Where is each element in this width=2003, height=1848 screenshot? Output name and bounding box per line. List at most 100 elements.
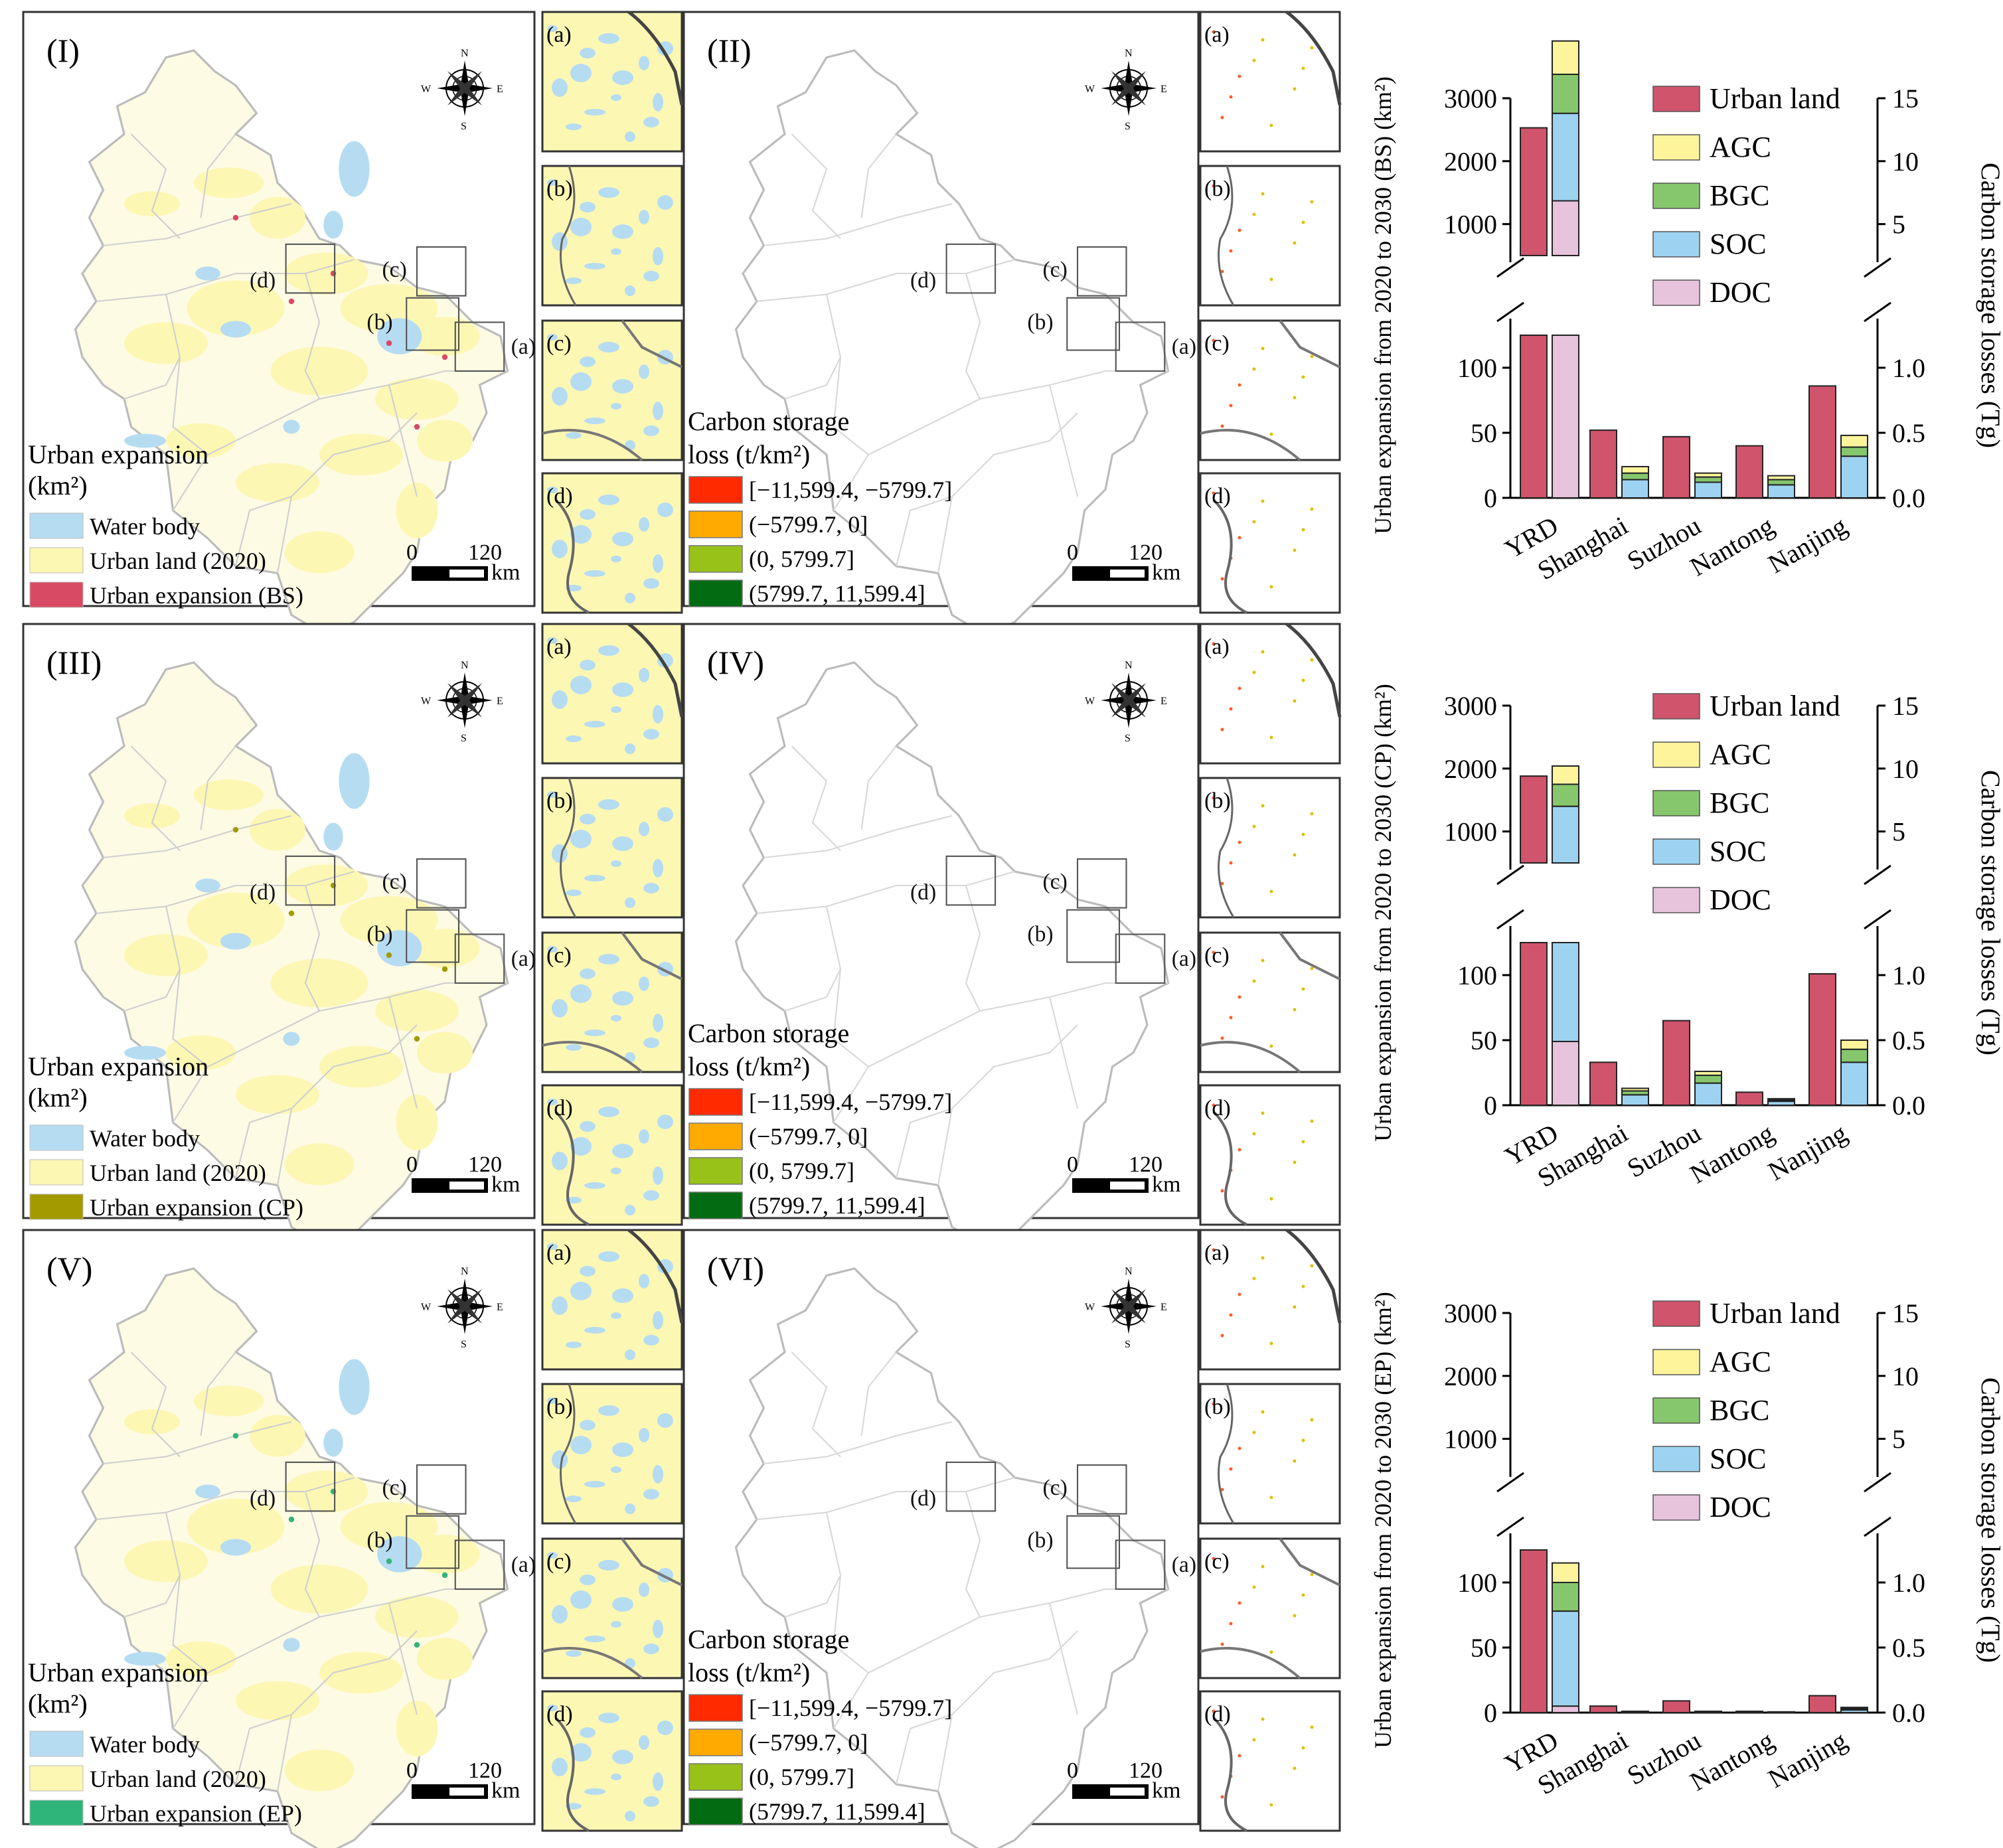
legend-item-label: Urban land (2020) bbox=[90, 1160, 266, 1186]
inset-water-patch bbox=[639, 976, 649, 991]
inset-water-patch bbox=[566, 277, 582, 284]
inset-loss-dot bbox=[1310, 354, 1314, 358]
legend-swatch bbox=[1652, 279, 1700, 306]
scalebar-unit: km bbox=[491, 1172, 520, 1197]
compass-n: N bbox=[1125, 1266, 1133, 1277]
inset-water-patch bbox=[625, 1811, 635, 1821]
inset-loss-dot bbox=[1261, 499, 1265, 503]
inset-water-patch bbox=[653, 1620, 663, 1638]
axis-break-mark bbox=[1496, 1472, 1524, 1493]
bar-bgc-nanjing bbox=[1840, 1048, 1868, 1063]
scalebar-gap bbox=[449, 570, 484, 578]
y2-tick-label: 0.5 bbox=[1892, 1026, 1925, 1055]
inset-water-patch bbox=[643, 1038, 659, 1048]
y-axis-title: Urban expansion from 2020 to 2030 (CP) (… bbox=[1370, 684, 1396, 1142]
urban-expansion-dot bbox=[386, 952, 392, 959]
y-tick-label: 1000 bbox=[1444, 1424, 1497, 1454]
bar-urban-land-suzhou bbox=[1662, 435, 1690, 499]
inset-loss-dot bbox=[1238, 1446, 1242, 1450]
urban-expansion-dot bbox=[414, 424, 420, 430]
inset-loss-dot bbox=[1293, 241, 1297, 245]
legend-label: AGC bbox=[1710, 131, 1771, 163]
inset-loss-dot bbox=[1301, 1746, 1305, 1750]
inset-frame bbox=[1199, 319, 1341, 461]
inset-water-patch bbox=[639, 668, 649, 682]
urban-expansion-dot bbox=[414, 1642, 420, 1648]
bar-urban-land-nanjing bbox=[1808, 385, 1836, 499]
inset-water-patch bbox=[639, 1428, 649, 1442]
inset-water-patch bbox=[580, 202, 596, 212]
carbon-legend-label: (−5799.7, 0] bbox=[749, 1729, 868, 1756]
inset-water-patch bbox=[566, 1496, 582, 1502]
legend-swatch bbox=[1652, 1494, 1700, 1521]
bar-urban-land-yrd bbox=[1520, 942, 1548, 1106]
y2-tick-label: 10 bbox=[1892, 754, 1919, 784]
inset-loss-dot bbox=[1293, 1614, 1297, 1618]
inset-label: (c) bbox=[546, 943, 572, 968]
bar-agc-nanjing bbox=[1840, 434, 1868, 448]
y2-tick-label: 0.0 bbox=[1892, 1698, 1925, 1728]
legend-swatch bbox=[29, 581, 84, 608]
legend-swatch bbox=[1652, 693, 1700, 720]
inset-locator-label: (c) bbox=[1043, 870, 1068, 894]
inset-water-patch bbox=[653, 1166, 663, 1185]
bar-agc-shanghai bbox=[1621, 1087, 1649, 1092]
scalebar-unit: km bbox=[491, 1778, 520, 1803]
inset-map-c: (c) bbox=[1199, 931, 1341, 1073]
y-tick-label: 100 bbox=[1457, 961, 1497, 990]
inset-loss-dot bbox=[1269, 1342, 1273, 1346]
inset-boundary bbox=[1200, 319, 1340, 461]
inset-label: (b) bbox=[546, 789, 573, 813]
legend-label: SOC bbox=[1710, 835, 1767, 868]
compass-s: S bbox=[461, 733, 467, 744]
compass-rose: N S E W bbox=[421, 1266, 503, 1350]
inset-water-patch bbox=[639, 1735, 649, 1750]
inset-loss-dot bbox=[1229, 707, 1233, 711]
right-map: (d) (c) (b) (a) bbox=[734, 49, 1196, 637]
expansion-legend-title: Urban expansion bbox=[28, 439, 208, 469]
inset-map-d: (d) bbox=[1199, 472, 1341, 614]
inset-water-patch bbox=[657, 807, 673, 822]
y-tick-label: 0 bbox=[1484, 1698, 1497, 1728]
axis-break-mark bbox=[1496, 257, 1524, 278]
inset-label: (a) bbox=[1204, 635, 1230, 659]
inset-loss-dot bbox=[1293, 699, 1297, 703]
compass-w: W bbox=[1085, 696, 1095, 707]
legend-item-label: Water body bbox=[90, 513, 200, 540]
legend-label: BGC bbox=[1710, 1394, 1769, 1426]
carbon-legend-title: Carbon storage bbox=[688, 1624, 849, 1654]
y2-axis-title: Carbon storage losses (Tg) bbox=[1976, 770, 2003, 1055]
inset-water-patch bbox=[580, 1266, 596, 1276]
inset-loss-dot bbox=[1301, 220, 1305, 224]
y-tick-label: 3000 bbox=[1444, 84, 1497, 114]
carbon-legend-swatch bbox=[688, 1157, 743, 1185]
inset-locator-label: (c) bbox=[382, 870, 407, 894]
x-tick-label: Nantong bbox=[1685, 1118, 1779, 1190]
inset-loss-dot bbox=[1310, 200, 1314, 204]
compass-rose: N S E W bbox=[421, 660, 503, 744]
carbon-legend-unit: loss (t/km²) bbox=[688, 1657, 810, 1687]
inset-locator-label: (d) bbox=[910, 1486, 936, 1511]
inset-water-patch bbox=[584, 1481, 605, 1488]
inset-map-a: (a) bbox=[1199, 1229, 1342, 1371]
inset-loss-dot bbox=[1261, 38, 1265, 42]
inset-coastline bbox=[1285, 1229, 1342, 1324]
inset-loss-dot bbox=[1301, 66, 1305, 70]
inset-boundary bbox=[554, 1717, 590, 1832]
inset-loss-dot bbox=[1252, 58, 1256, 62]
inset-water-patch bbox=[570, 1137, 592, 1156]
inset-loss-dot bbox=[1301, 1140, 1305, 1144]
inset-water-patch bbox=[552, 1296, 568, 1315]
inset-water-patch bbox=[611, 248, 621, 255]
inset-coastline bbox=[1285, 11, 1342, 106]
inset-loss-dot bbox=[1261, 804, 1265, 808]
inset-water-patch bbox=[598, 1405, 619, 1416]
inset-water-patch bbox=[570, 372, 592, 391]
inset-label: (c) bbox=[546, 331, 572, 356]
inset-water-patch bbox=[611, 1312, 621, 1319]
legend-swatch bbox=[1652, 838, 1700, 865]
carbon-legend-swatch bbox=[688, 476, 743, 504]
